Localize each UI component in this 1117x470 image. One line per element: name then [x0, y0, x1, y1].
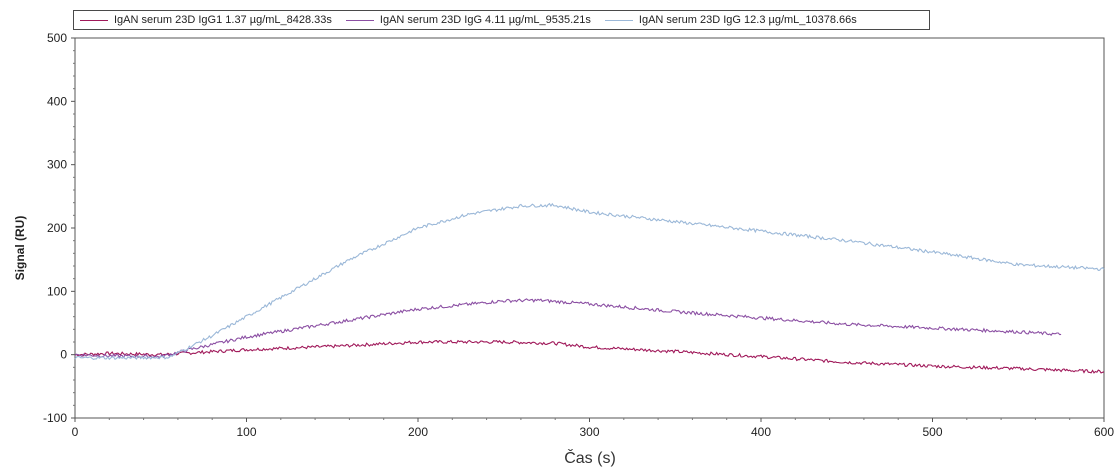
series-line-1 — [74, 339, 1105, 374]
series-line-2 — [74, 298, 1062, 359]
series-line-3 — [74, 202, 1105, 361]
x-tick-label: 200 — [408, 425, 428, 439]
legend-label-3: IgAN serum 23D IgG 12.3 µg/mL_10378.66s — [638, 14, 857, 26]
y-tick-label: 500 — [47, 31, 67, 45]
legend: IgAN serum 23D IgG1 1.37 µg/mL_8428.33s … — [73, 10, 930, 30]
y-tick-label: -100 — [43, 411, 67, 425]
legend-item-1: IgAN serum 23D IgG1 1.37 µg/mL_8428.33s — [80, 14, 332, 26]
y-tick-label: 0 — [60, 348, 67, 362]
x-tick-label: 300 — [579, 425, 599, 439]
y-tick-label: 100 — [47, 284, 67, 298]
legend-label-2: IgAN serum 23D IgG 4.11 µg/mL_9535.21s — [379, 14, 591, 26]
x-tick-label: 600 — [1094, 425, 1114, 439]
legend-swatch-2 — [345, 19, 374, 21]
x-tick-label: 100 — [236, 425, 256, 439]
legend-swatch-1 — [80, 19, 108, 21]
legend-swatch-3 — [604, 19, 633, 21]
plot-frame — [74, 37, 1105, 419]
y-tick-label: 400 — [47, 94, 67, 108]
x-tick-label: 400 — [751, 425, 771, 439]
y-axis-label: Signal (RU) — [13, 215, 27, 281]
y-tick-label: 300 — [47, 158, 67, 172]
x-axis-label: Čas (s) — [564, 450, 616, 467]
x-tick-label: 500 — [922, 425, 942, 439]
x-tick-label: 0 — [72, 425, 79, 439]
y-tick-label: 200 — [47, 221, 67, 235]
legend-item-3: IgAN serum 23D IgG 12.3 µg/mL_10378.66s — [604, 14, 857, 26]
legend-label-1: IgAN serum 23D IgG1 1.37 µg/mL_8428.33s — [114, 14, 332, 26]
legend-item-2: IgAN serum 23D IgG 4.11 µg/mL_9535.21s — [345, 14, 591, 26]
